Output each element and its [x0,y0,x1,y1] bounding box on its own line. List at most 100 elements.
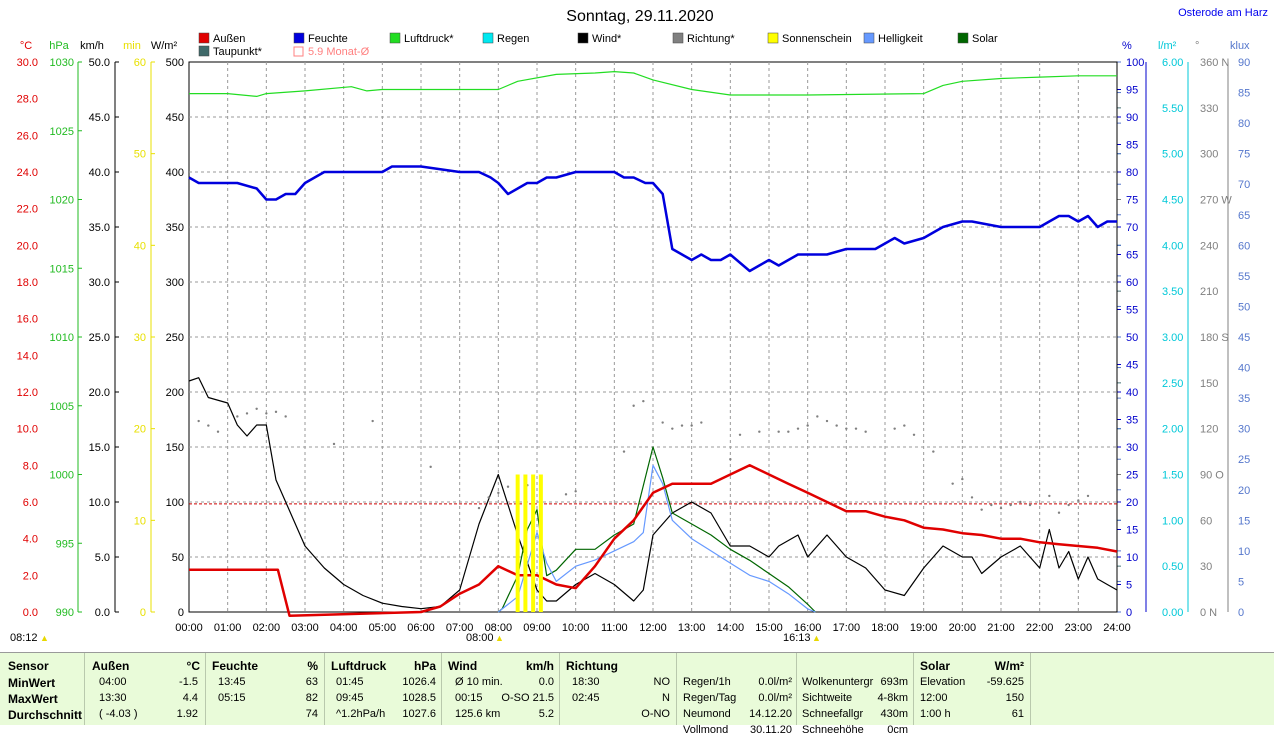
stats-cell-extra2-val: 430m [880,708,908,720]
point-richtung [845,427,848,430]
point-richtung [1009,503,1012,507]
x-tick-label: 13:00 [678,622,706,634]
axis-tick-label: 1020 [50,195,74,207]
stats-cell-solar-label: 12:00 [920,692,948,704]
legend-label: Sonnenschein [782,33,852,45]
point-richtung [236,415,239,418]
axis-tick-label: 4.50 [1162,195,1183,207]
point-richtung [680,424,684,427]
stats-cell-luft-time: 09:45 [336,692,364,704]
legend-swatch [672,32,684,44]
location-link[interactable]: Osterode am Harz [1178,7,1268,19]
stats-cell-feuchte-time: 13:45 [218,676,246,688]
axis-tick-label: 70 [1238,179,1250,191]
axis-tick-label: 120 [1200,424,1218,436]
point-richtung [622,450,626,453]
stats-cell-extra2-label: Wolkenuntergr [802,676,874,688]
stats-cell-extra1-val: 30.11.20 [749,724,792,736]
stats-cell-solar-label: Elevation [920,676,966,688]
axis-tick-label: 50.0 [89,57,110,69]
stats-cell-aussen-time: 04:00 [99,676,127,688]
axis-tick-label: 80 [1126,167,1138,179]
point-richtung [729,458,732,461]
legend-label: Richtung* [687,33,735,45]
point-richtung [207,424,210,427]
axis-tick-label: 22.0 [17,204,38,216]
stats-header-feuchte: Feuchte [212,659,259,673]
axis-tick-label: 15.0 [89,442,110,454]
axis-tick-label: 0 [1126,607,1132,619]
axis-tick-label: 12.0 [17,387,38,399]
legend-swatch [863,32,875,44]
stats-header-sensor: Sensor [8,659,49,673]
legend-swatch [482,32,494,44]
x-tick-label: 17:00 [833,622,861,634]
axis-tick-label: 100 [166,497,184,509]
stats-cell-feuchte-val: 82 [305,692,318,704]
axis-tick-label: 15 [1238,515,1250,527]
x-tick-label: 12:00 [639,622,667,634]
axis-tick-label: 60 [1200,515,1212,527]
axis-tick-label: 25 [1126,470,1138,482]
stats-header-aussen: Außen [92,659,130,673]
x-tick-label: 19:00 [910,622,938,634]
point-richtung [806,424,809,427]
legend-swatch [198,45,210,57]
axis-tick-label: 1005 [50,401,74,413]
axis-tick-label: 50 [172,552,184,564]
axis-tick-label: 5.50 [1162,103,1183,115]
axis-unit-label: W/m² [151,40,178,52]
point-richtung [1048,494,1051,498]
axis-tick-label: 60 [1126,277,1138,289]
data-series [188,70,1118,617]
stats-header-feuchte-unit: % [307,659,318,673]
point-richtung [497,491,500,495]
point-richtung [332,442,336,446]
stats-cell-solar-val: 61 [1011,708,1024,720]
axis-unit-label: ° [1195,40,1199,52]
axis-tick-label: 1.50 [1162,470,1183,482]
sun-markers: 08:12 ▲ 08:00 ▲ 16:13 ▲ [10,632,821,644]
axis-tick-label: 10 [134,515,146,527]
point-richtung [854,427,858,430]
stats-header-wind-unit: km/h [525,659,554,673]
statistics-panel: Sensor Außen °C Feuchte % Luftdruck hPa … [0,652,1274,736]
legend-label: Regen [497,33,529,45]
stats-cell-solar-val: -59.625 [986,676,1024,688]
plot-area [188,61,1118,617]
stats-header-solar-unit: W/m² [994,659,1024,673]
x-tick-label: 01:00 [214,622,242,634]
stats-cell-extra1-label: Regen/1h [683,676,731,688]
legend-swatch [293,32,305,44]
stats-cell-richt-val: O-NO [641,708,670,720]
axis-tick-label: 20 [1126,497,1138,509]
stats-cell-aussen-val: 1.92 [176,708,198,720]
bar-sonnenschein [531,474,536,612]
axis-tick-label: 40.0 [89,167,110,179]
stats-cell-wind-val: O-SO 21.5 [501,692,554,704]
legend-label: Taupunkt* [213,46,263,58]
stats-cell-extra2-val: 4-8km [877,692,908,704]
x-tick-label: 08:00 [485,622,513,634]
stats-cell-extra2-val: 0cm [887,724,908,736]
sunset-label: 16:13 [783,632,811,644]
axis-unit-label: min [123,40,141,52]
axis-tick-label: 2.0 [23,570,38,582]
axis-tick-label: 40 [1126,387,1138,399]
legend-label: 5.9 Monat-Ø [308,46,370,58]
x-tick-label: 02:00 [253,622,281,634]
point-richtung [796,427,800,430]
axis-tick-label: 15 [1126,525,1138,537]
stats-cell-aussen-val: 4.4 [182,692,198,704]
legend-label: Luftdruck* [404,33,454,45]
axis-tick-label: 90 [1238,57,1250,69]
stats-cell-luft-val: 1027.6 [402,708,436,720]
axis-tick-label: 300 [166,277,184,289]
axis-tick-label: 45 [1238,332,1250,344]
axis-tick-label: 1030 [50,57,74,69]
axis-tick-label: 25 [1238,454,1250,466]
stats-cell-richt-val: N [662,692,670,704]
axis-tick-label: 95 [1126,85,1138,97]
stats-cell-richt-time: 18:30 [572,676,600,688]
axis-tick-label: 8.0 [23,460,38,472]
